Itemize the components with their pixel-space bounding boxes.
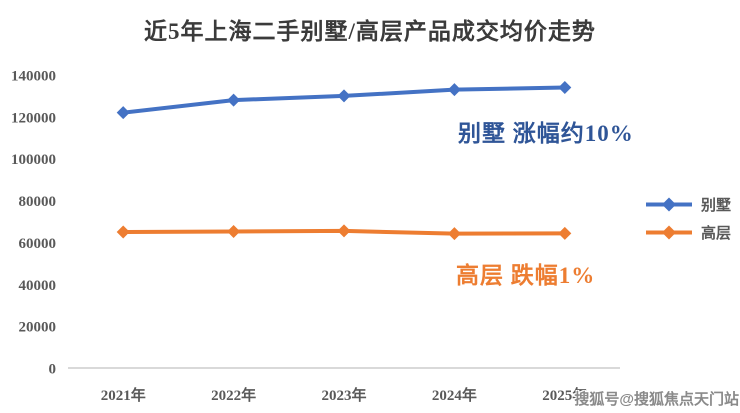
x-tick-label-2022年: 2022年 [211, 386, 256, 404]
legend-item-highrise: 高层 [645, 222, 731, 243]
data-point-高层-2024年 [447, 227, 461, 241]
y-tick-label-60000: 60000 [19, 236, 57, 252]
legend-label-villa: 别墅 [701, 198, 732, 214]
legend: 别墅 高层 [645, 194, 731, 243]
y-tick-label-140000: 140000 [11, 69, 56, 85]
y-tick-label-40000: 40000 [19, 278, 57, 294]
x-tick-label-2023年: 2023年 [321, 386, 366, 404]
data-point-高层-2023年 [337, 224, 351, 238]
x-tick-label-2021年: 2021年 [101, 386, 146, 404]
y-tick-label-20000: 20000 [19, 320, 57, 336]
y-tick-label-80000: 80000 [19, 194, 57, 210]
data-point-高层-2025年 [558, 226, 572, 240]
data-point-别墅-2024年 [447, 83, 461, 97]
data-point-别墅-2022年 [227, 93, 241, 107]
legend-label-highrise: 高层 [701, 226, 732, 242]
y-tick-label-100000: 100000 [11, 152, 56, 168]
data-point-别墅-2023年 [337, 89, 351, 103]
watermark: 搜狐号@搜狐焦点天门站 [574, 391, 739, 408]
annotation-highrise: 高层 跌幅1% [456, 263, 596, 288]
legend-item-villa: 别墅 [645, 194, 731, 215]
x-tick-label-2024年: 2024年 [432, 386, 477, 404]
annotation-villa: 别墅 涨幅约10% [458, 121, 634, 146]
y-tick-label-0: 0 [49, 362, 57, 378]
villa-line-marker-icon [646, 197, 692, 212]
data-point-别墅-2025年 [558, 81, 572, 95]
x-tick-label-2025年: 2025年 [542, 386, 587, 404]
data-point-高层-2022年 [227, 225, 241, 239]
highrise-line-marker-icon [646, 225, 692, 240]
chart-title: 近5年上海二手别墅/高层产品成交均价走势 [144, 19, 596, 44]
data-point-高层-2021年 [116, 225, 130, 239]
data-point-别墅-2021年 [116, 106, 130, 120]
y-tick-label-120000: 120000 [11, 110, 56, 126]
